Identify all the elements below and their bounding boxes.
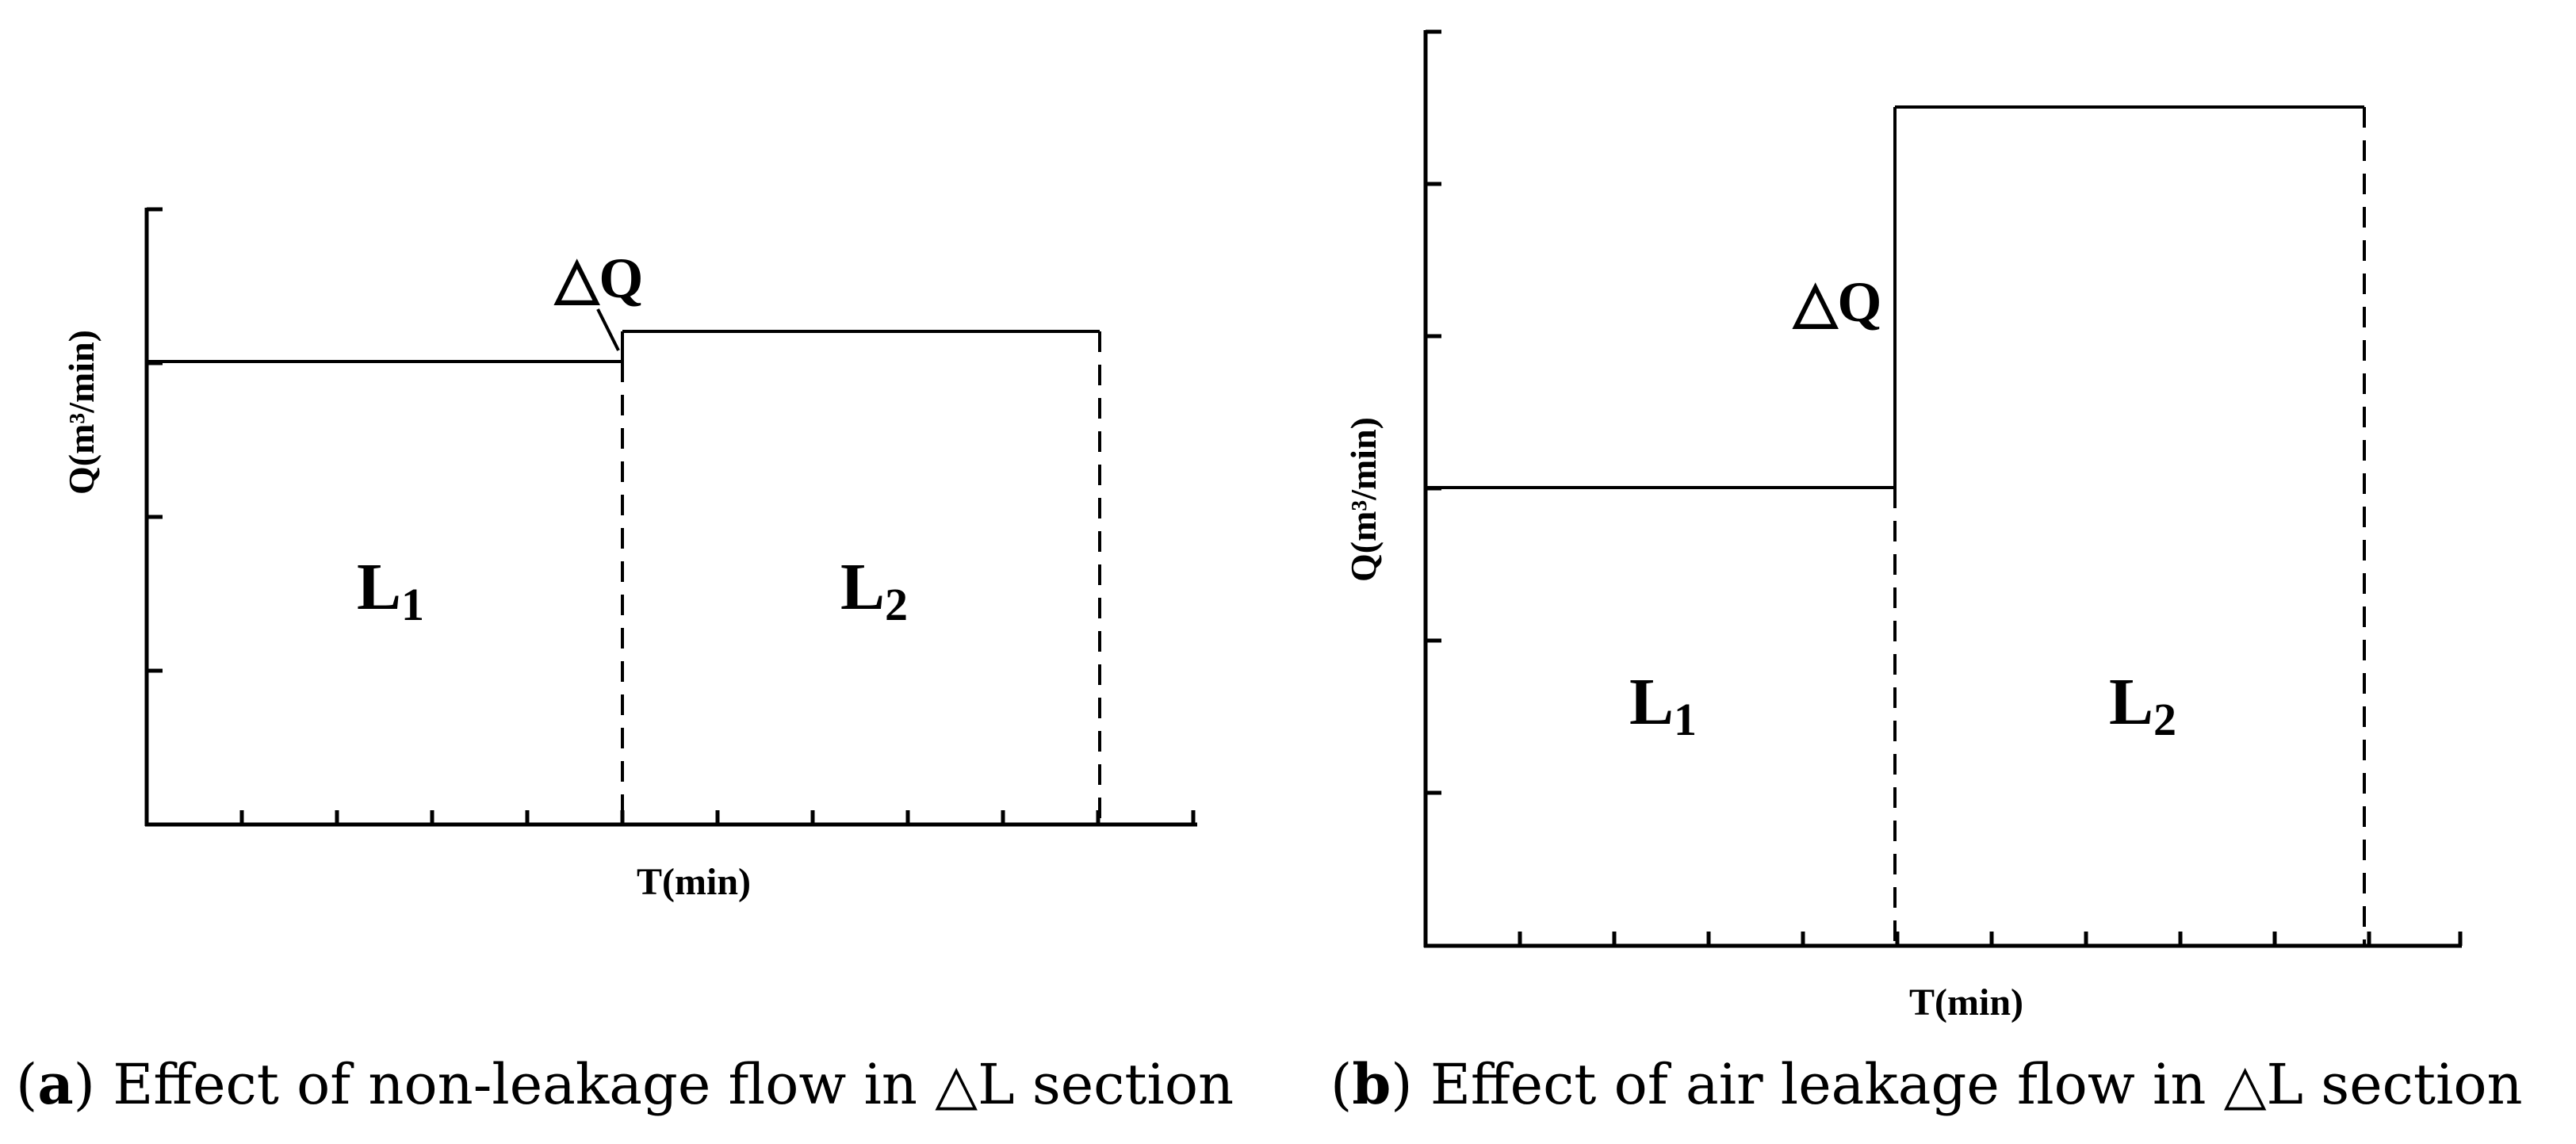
panel-b-caption-text: Effect of air leakage flow in △L section bbox=[1430, 1052, 2523, 1117]
panel-a: △Q Q(m³/min) T(min) L1 L2 (a) Effect of … bbox=[16, 207, 1234, 1117]
panel-b-region-1-sub: 1 bbox=[1674, 694, 1697, 745]
panel-b: △Q Q(m³/min) T(min) L1 L2 (b) Effect of … bbox=[1330, 29, 2523, 1117]
panel-b-x-ticks bbox=[1518, 932, 2463, 946]
panel-b-region-1-letter: L bbox=[1629, 665, 1674, 739]
panel-b-region-2: L2 bbox=[2109, 665, 2176, 745]
panel-a-caption-text: Effect of non-leakage flow in △L section bbox=[113, 1052, 1234, 1117]
panel-b-caption: (b) Effect of air leakage flow in △L sec… bbox=[1330, 1051, 2523, 1117]
panel-b-caption-letter: b bbox=[1352, 1051, 1391, 1117]
panel-a-delta-label: △Q bbox=[553, 247, 643, 310]
panel-a-delta-leader bbox=[596, 308, 620, 351]
panel-a-y-ticks bbox=[147, 207, 163, 673]
panel-a-region-1-sub: 1 bbox=[401, 579, 424, 630]
panel-b-region-2-letter: L bbox=[2109, 665, 2153, 739]
panel-a-region-2: L2 bbox=[840, 550, 908, 630]
panel-b-caption-open: ( bbox=[1330, 1052, 1352, 1117]
panel-a-region-2-sub: 2 bbox=[885, 579, 908, 630]
panel-a-x-ticks bbox=[239, 810, 1196, 825]
panel-a-region-1: L1 bbox=[357, 550, 424, 630]
panel-b-y-ticks bbox=[1426, 29, 1441, 795]
panel-a-caption-letter: a bbox=[37, 1051, 73, 1117]
panel-a-region-2-letter: L bbox=[840, 550, 885, 624]
panel-b-region-2-sub: 2 bbox=[2153, 694, 2176, 745]
panel-b-ylabel: Q(m³/min) bbox=[1343, 417, 1384, 582]
panel-a-region-1-letter: L bbox=[357, 550, 401, 624]
panel-a-caption-open: ( bbox=[16, 1052, 37, 1117]
panel-a-caption-close: ) bbox=[74, 1052, 113, 1117]
panel-b-delta-label: △Q bbox=[1792, 270, 1881, 334]
panel-b-region-1: L1 bbox=[1629, 665, 1697, 745]
panel-a-xlabel: T(min) bbox=[637, 861, 751, 903]
panel-a-caption: (a) Effect of non-leakage flow in △L sec… bbox=[16, 1051, 1234, 1117]
panel-b-xlabel: T(min) bbox=[1909, 981, 2023, 1023]
panel-a-ylabel: Q(m³/min) bbox=[61, 330, 101, 495]
panel-b-caption-close: ) bbox=[1391, 1052, 1430, 1117]
